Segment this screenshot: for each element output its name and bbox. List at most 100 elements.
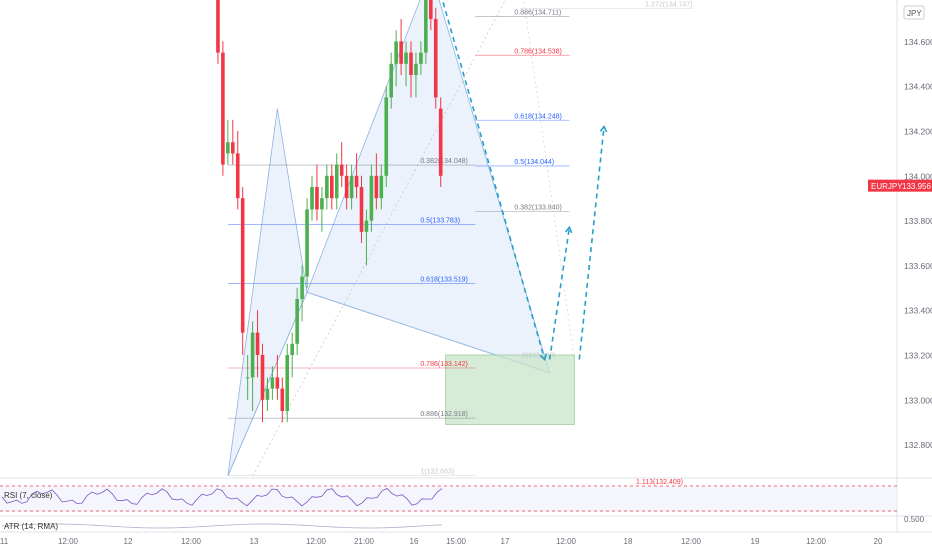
rsi-band bbox=[0, 486, 897, 512]
atr-line bbox=[1, 523, 443, 529]
candle-body bbox=[389, 63, 393, 98]
price-tick-label: 134.200 bbox=[904, 127, 932, 137]
candle-body bbox=[235, 153, 240, 199]
price-tick-label: 133.000 bbox=[904, 395, 932, 405]
fib-level-label: 0.786(133.142) bbox=[420, 361, 467, 368]
candle-body bbox=[305, 209, 309, 277]
currency-label: JPY bbox=[907, 9, 922, 18]
fib-level-label: 1(132.663) bbox=[420, 468, 454, 475]
candle-body bbox=[334, 164, 339, 199]
candle-body bbox=[226, 142, 230, 154]
target-zone bbox=[445, 354, 575, 425]
candle-body bbox=[409, 52, 413, 76]
candle-body bbox=[216, 0, 220, 53]
time-tick-label: 13 bbox=[250, 537, 259, 546]
candle-body bbox=[240, 198, 245, 333]
candle-body bbox=[295, 299, 299, 344]
time-tick-label: 12:00 bbox=[556, 537, 577, 546]
candle-body bbox=[221, 52, 225, 165]
projection-line bbox=[441, 0, 546, 360]
fib-level-label: 0(133.180) bbox=[522, 352, 556, 359]
price-tick-label: 132.800 bbox=[904, 440, 932, 450]
candle-body bbox=[429, 0, 433, 20]
time-tick-label: 12:00 bbox=[58, 537, 79, 546]
candle-body bbox=[245, 377, 250, 379]
symbol-label: EURJPY bbox=[871, 182, 903, 191]
candle-body bbox=[310, 187, 314, 210]
fib-level-label: 0.382(134.048) bbox=[420, 158, 467, 165]
fib-level-label: 0.618(133.519) bbox=[420, 277, 467, 284]
candle-body bbox=[364, 220, 369, 232]
rsi-line bbox=[1, 487, 443, 507]
candle-body bbox=[438, 108, 443, 176]
candle-body bbox=[300, 276, 304, 300]
price-tick-label: 133.800 bbox=[904, 216, 932, 226]
price-tick-label: 134.000 bbox=[904, 171, 932, 181]
price-tick-label: 133.400 bbox=[904, 306, 932, 316]
fib-level-label: 1.272(134.747) bbox=[645, 1, 692, 8]
time-tick-label: 18 bbox=[624, 537, 633, 546]
candle-body bbox=[265, 388, 270, 400]
candle-body bbox=[399, 41, 403, 64]
time-tick-label: 16 bbox=[410, 537, 419, 546]
candle-body bbox=[280, 388, 285, 412]
candle-body bbox=[349, 175, 354, 199]
candle-body bbox=[231, 142, 235, 154]
fib-level-label: 0.618(134.248) bbox=[514, 113, 561, 120]
projection-arrowhead bbox=[539, 353, 547, 361]
candle-body bbox=[315, 187, 319, 210]
candle-body bbox=[260, 355, 265, 400]
candle-body bbox=[384, 97, 389, 176]
time-tick-label: 12 bbox=[124, 537, 133, 546]
current-price-label: 133.956 bbox=[902, 182, 931, 191]
fib-level-label: 0.886(134.711) bbox=[514, 10, 561, 17]
time-tick-label: 12:00 bbox=[681, 537, 702, 546]
time-tick-label: 15:00 bbox=[446, 537, 467, 546]
currency-badge bbox=[903, 5, 925, 20]
harmonic-leg-bcd bbox=[306, 0, 551, 374]
price-tick-label: 134.600 bbox=[904, 37, 932, 47]
fib-level-label: 0.786(134.538) bbox=[514, 48, 561, 55]
candle-body bbox=[285, 355, 290, 412]
atr-label: ATR (14, RMA) bbox=[4, 522, 58, 531]
harmonic-leg-xab bbox=[227, 108, 308, 477]
candle-body bbox=[290, 343, 294, 356]
candle-body bbox=[344, 175, 349, 199]
time-tick-label: 12:00 bbox=[306, 537, 327, 546]
rsi-level-label: 1.113(132.409) bbox=[636, 479, 683, 486]
price-tick-label: 134.400 bbox=[904, 82, 932, 92]
candle-body bbox=[354, 175, 359, 188]
time-tick-label: 19 bbox=[751, 537, 760, 546]
time-tick-label: 11 bbox=[0, 537, 9, 546]
price-axis-panel bbox=[897, 0, 932, 550]
fib-level-label: 0.5(134.044) bbox=[514, 159, 554, 166]
atr-value-label: 0.500 bbox=[904, 515, 925, 524]
candle-body bbox=[339, 164, 344, 176]
fib-level-label: 0.382(133.840) bbox=[514, 205, 561, 212]
projection-line bbox=[548, 227, 571, 360]
fib-level-label: 0.5(133.783) bbox=[420, 217, 460, 224]
fib-level-label: 0.886(132.918) bbox=[420, 411, 467, 418]
price-tick-label: 133.200 bbox=[904, 351, 932, 361]
candle-body bbox=[369, 175, 374, 221]
candle-body bbox=[250, 332, 255, 378]
candle-body bbox=[325, 175, 329, 199]
projection-arrowhead bbox=[564, 225, 573, 234]
candle-body bbox=[275, 377, 280, 389]
rsi-label: RSI (7, close) bbox=[4, 491, 53, 500]
candle-body bbox=[270, 377, 275, 389]
time-tick-label: 20 bbox=[874, 537, 883, 546]
time-tick-label: 21:00 bbox=[354, 537, 375, 546]
time-tick-label: 12:00 bbox=[181, 537, 202, 546]
candle-body bbox=[379, 175, 384, 199]
candle-body bbox=[433, 19, 438, 98]
candle-body bbox=[330, 175, 334, 199]
candle-body bbox=[255, 332, 260, 356]
projection-line bbox=[578, 126, 605, 360]
candle-body bbox=[419, 52, 423, 64]
candle-body bbox=[404, 52, 408, 64]
time-tick-label: 17 bbox=[501, 537, 510, 546]
candle-body bbox=[374, 175, 379, 199]
